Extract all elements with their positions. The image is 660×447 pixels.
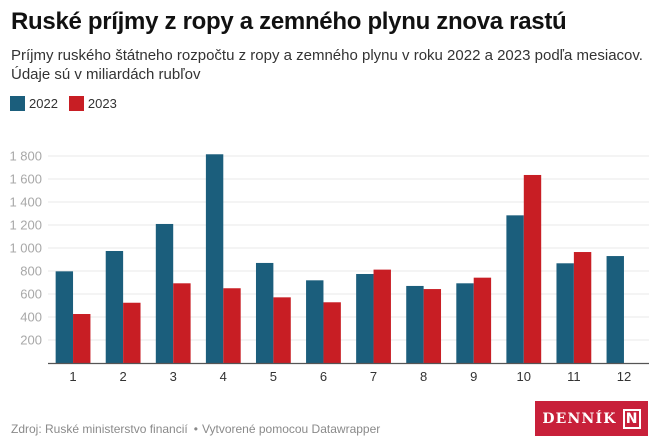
x-tick-label: 4 xyxy=(220,369,227,384)
x-tick-label: 9 xyxy=(470,369,477,384)
y-tick-label: 1 600 xyxy=(9,172,42,187)
footer-separator: • xyxy=(193,422,198,436)
bar-2023-6 xyxy=(323,302,341,363)
y-axis-ticks: 200 400 600 800 1 000 1 200 1 400 1 600 1 800 xyxy=(9,149,42,348)
x-tick-label: 5 xyxy=(270,369,277,384)
bar-2022-7 xyxy=(356,273,374,363)
subtitle-line-1: Príjmy ruského štátneho rozpočtu z ropy … xyxy=(11,47,643,64)
credit-link[interactable]: Vytvorené pomocou Datawrapper xyxy=(201,422,381,436)
x-tick-label: 2 xyxy=(120,369,127,384)
y-tick-label: 1 800 xyxy=(9,149,42,164)
bar-2022-12 xyxy=(606,256,624,363)
chart-subtitle: Príjmy ruského štátneho rozpočtu z ropy … xyxy=(11,46,656,84)
bar-2022-1 xyxy=(55,271,74,363)
bar-2022-5 xyxy=(255,262,274,363)
y-tick-label: 200 xyxy=(20,333,42,348)
bars xyxy=(55,154,624,363)
y-tick-label: 400 xyxy=(20,310,42,325)
x-tick-label: 10 xyxy=(517,369,531,384)
bar-2023-3 xyxy=(173,283,191,363)
x-axis-ticks: 1 2 3 4 5 6 7 8 9 10 11 12 xyxy=(69,369,631,384)
source-note: Zdroj: Ruské ministerstvo financií xyxy=(11,422,188,436)
bar-2023-5 xyxy=(273,297,291,363)
bar-2022-2 xyxy=(105,250,124,363)
y-tick-label: 1 400 xyxy=(9,195,42,210)
x-tick-label: 6 xyxy=(320,369,327,384)
bar-2023-1 xyxy=(73,314,91,363)
bar-2023-8 xyxy=(423,289,442,363)
bar-2023-2 xyxy=(123,302,141,363)
bar-2022-8 xyxy=(406,285,424,363)
logo-text: DENNÍK xyxy=(542,410,617,427)
bar-2022-6 xyxy=(306,280,324,363)
legend: 2022 2023 xyxy=(10,96,128,111)
bar-2022-10 xyxy=(506,215,524,363)
bar-2023-11 xyxy=(573,252,592,363)
bar-2022-4 xyxy=(205,154,224,363)
legend-label-2022: 2022 xyxy=(29,96,58,111)
x-tick-label: 8 xyxy=(420,369,427,384)
y-tick-label: 1 200 xyxy=(9,218,42,233)
x-tick-label: 7 xyxy=(370,369,377,384)
bar-2022-11 xyxy=(556,263,574,363)
legend-item-2022: 2022 xyxy=(10,96,58,111)
bar-2023-7 xyxy=(373,269,391,363)
y-tick-label: 600 xyxy=(20,287,42,302)
legend-swatch-2022 xyxy=(10,96,25,111)
chart-title: Ruské príjmy z ropy a zemného plynu znov… xyxy=(11,8,567,35)
bar-2023-4 xyxy=(223,288,241,363)
legend-label-2023: 2023 xyxy=(87,96,117,111)
y-tick-label: 800 xyxy=(20,264,42,279)
x-tick-label: 1 xyxy=(69,369,76,384)
y-tick-label: 1 000 xyxy=(9,241,42,256)
gridlines xyxy=(48,155,649,341)
legend-swatch-2023 xyxy=(68,96,84,111)
subtitle-line-2: Údaje sú v miliardách rubľov xyxy=(11,66,201,83)
logo-n-mark-icon: N xyxy=(622,408,641,429)
x-tick-label: 12 xyxy=(617,369,631,384)
bar-2023-9 xyxy=(473,277,492,363)
x-tick-label: 3 xyxy=(170,369,177,384)
dennik-n-logo[interactable]: DENNÍK N xyxy=(535,401,648,436)
bar-2022-9 xyxy=(456,283,474,363)
footer: Zdroj: Ruské ministerstvo financií • Vytvo… xyxy=(11,422,380,436)
bar-2022-3 xyxy=(155,223,174,363)
x-tick-label: 11 xyxy=(567,369,581,384)
bar-2023-10 xyxy=(523,174,542,363)
legend-item-2023: 2023 xyxy=(68,96,117,111)
